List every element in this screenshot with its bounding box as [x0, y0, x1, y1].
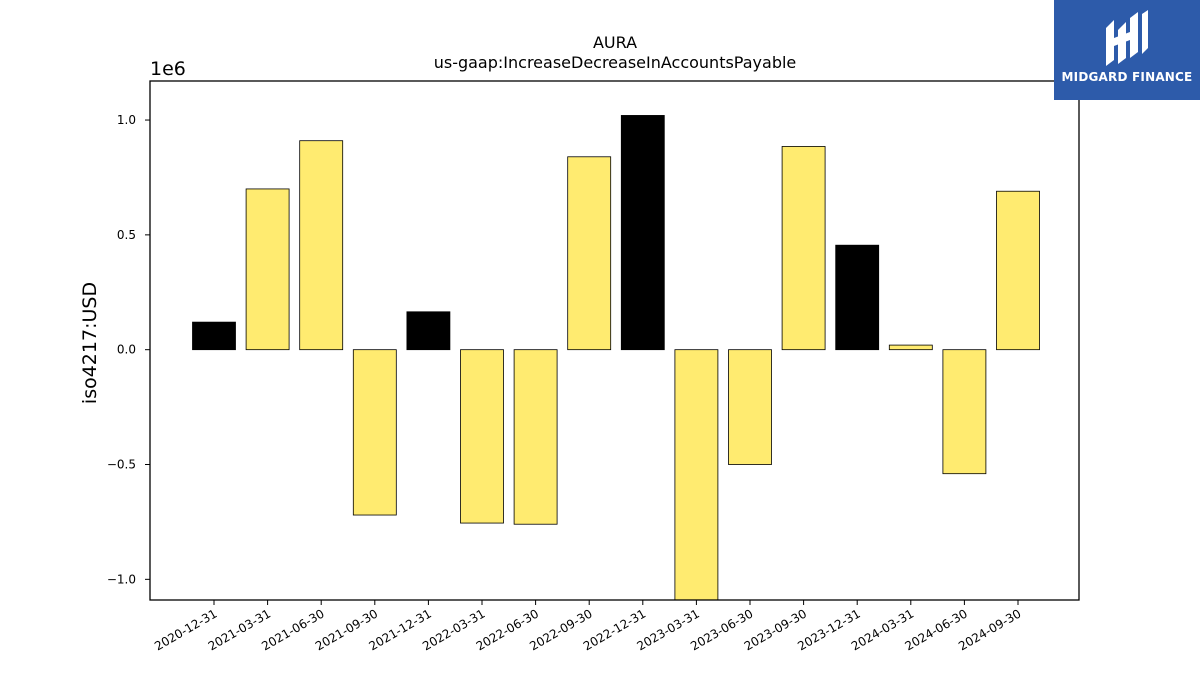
bar-2020-12-31: [192, 321, 236, 351]
y-tick-label: 1.0: [117, 113, 136, 127]
plot-frame: [149, 80, 1080, 601]
bar-2023-06-30: [728, 349, 772, 465]
bar-2024-03-31: [888, 344, 933, 351]
y-tick-label: 0.5: [117, 228, 136, 242]
bar-2022-06-30: [513, 349, 558, 525]
y-axis-offset-text: 1e6: [150, 58, 186, 80]
bar-2021-06-30: [299, 140, 344, 351]
bar-2023-12-31: [835, 244, 880, 351]
midgard-finance-logo: MIDGARD FINANCE: [1054, 0, 1200, 100]
bar-2022-03-31: [460, 349, 504, 524]
bar-2024-06-30: [942, 349, 987, 475]
bar-2023-03-31: [674, 349, 719, 601]
y-tick-label: 0.0: [117, 343, 136, 357]
bar-2021-12-31: [406, 311, 451, 351]
y-tick-label: −0.5: [107, 458, 136, 472]
x-ticks-group: 2020-12-312021-03-312021-06-302021-09-30…: [152, 600, 1024, 653]
bar-2024-09-30: [996, 190, 1040, 351]
y-ticks-group: −1.0 −0.5 0.0 0.5 1.0: [107, 113, 150, 586]
chart-title: AURA: [593, 33, 637, 52]
bar-2023-09-30: [781, 146, 826, 351]
bar-2022-09-30: [567, 156, 612, 351]
bar-2021-09-30: [352, 349, 397, 516]
y-tick-label: −1.0: [107, 572, 136, 586]
bar-2022-12-31: [620, 115, 665, 351]
y-axis-label: iso4217:USD: [79, 282, 101, 404]
bar-2021-03-31: [245, 188, 290, 351]
chart-subtitle: us-gaap:IncreaseDecreaseInAccountsPayabl…: [434, 53, 797, 72]
logo-text: MIDGARD FINANCE: [1061, 70, 1193, 84]
bars-group: [192, 115, 1040, 601]
logo-mark-icon: [1106, 10, 1148, 66]
